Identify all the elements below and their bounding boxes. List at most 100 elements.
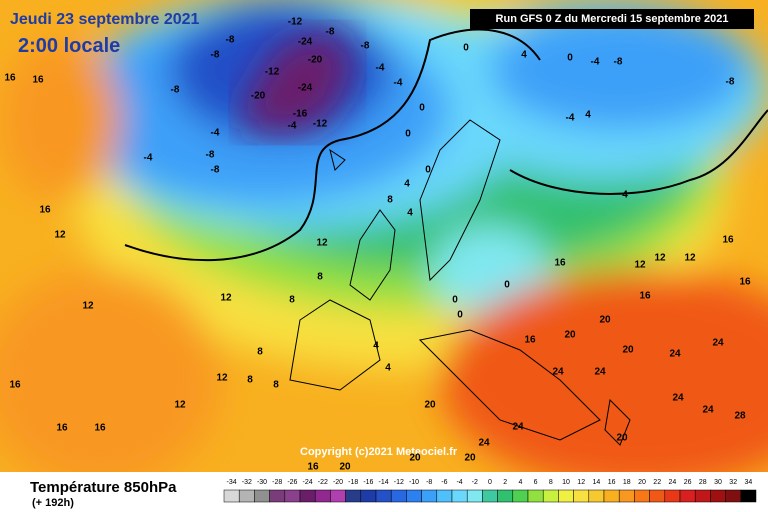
contour-label: 24 <box>672 393 684 404</box>
scale-cell <box>512 489 529 503</box>
scale-label: -30 <box>257 479 267 486</box>
scale-label: -6 <box>441 479 447 486</box>
contour-label: 24 <box>712 338 724 349</box>
contour-label: 12 <box>684 253 696 264</box>
contour-label: -12 <box>288 17 303 28</box>
contour-label: -24 <box>298 37 313 48</box>
contour-label: 24 <box>702 405 714 416</box>
scale-label: 16 <box>608 479 616 486</box>
contour-label: 4 <box>521 50 527 61</box>
scale-cell <box>466 489 483 503</box>
scale-cell <box>299 489 316 503</box>
scale-cell <box>330 489 346 503</box>
contour-label: 0 <box>452 295 458 306</box>
scale-cell <box>542 489 559 503</box>
scale-cell <box>573 489 590 503</box>
scale-label: -34 <box>227 479 237 486</box>
scale-cell <box>618 489 635 503</box>
contour-label: -4 <box>144 153 153 164</box>
scale-label: -14 <box>379 479 389 486</box>
scale-label: -18 <box>348 479 358 486</box>
scale-cell <box>558 489 574 503</box>
time-label: 2:00 locale <box>18 35 120 57</box>
contour-label: -16 <box>293 109 308 120</box>
scale-label: -2 <box>472 479 478 486</box>
contour-label: -4 <box>376 63 385 74</box>
scale-label: 2 <box>503 479 507 486</box>
scale-cell <box>634 489 650 503</box>
contour-label: 0 <box>504 280 510 291</box>
contour-label: 0 <box>463 43 469 54</box>
contour-label: 16 <box>554 258 566 269</box>
contour-label: -20 <box>308 55 323 66</box>
scale-label: 6 <box>534 479 538 486</box>
scale-label: 0 <box>488 479 492 486</box>
contour-label: 0 <box>567 53 573 64</box>
scale-cell <box>694 489 711 503</box>
scale-cell <box>588 489 605 503</box>
scale-cell <box>254 489 270 503</box>
contour-label: -8 <box>614 57 623 68</box>
scale-label: 4 <box>518 479 522 486</box>
scale-label: -10 <box>409 479 419 486</box>
scale-cell <box>497 489 514 503</box>
contour-label: 8 <box>289 295 295 306</box>
contour-label: 12 <box>82 301 94 312</box>
scale-label: -20 <box>333 479 343 486</box>
scale-label: 26 <box>684 479 692 486</box>
contour-label: 4 <box>385 363 391 374</box>
scale-label: 22 <box>653 479 661 486</box>
scale-label: 14 <box>593 479 601 486</box>
contour-label: 8 <box>273 380 279 391</box>
contour-label: 0 <box>425 165 431 176</box>
contour-label: 16 <box>722 235 734 246</box>
scale-label: 12 <box>577 479 585 486</box>
contour-label: -24 <box>298 83 313 94</box>
contour-label: 16 <box>39 205 51 216</box>
contour-label: 24 <box>594 367 606 378</box>
scale-label: 30 <box>714 479 722 486</box>
contour-label: 12 <box>174 400 186 411</box>
contour-label: 16 <box>639 291 651 302</box>
contour-label: 8 <box>257 347 263 358</box>
contour-label: 16 <box>94 423 106 434</box>
map-field <box>0 0 768 472</box>
contour-label: -8 <box>211 50 220 61</box>
scale-label: -12 <box>394 479 404 486</box>
scale-label: -24 <box>303 479 313 486</box>
contour-label: -8 <box>171 85 180 96</box>
scale-label: -26 <box>287 479 297 486</box>
scale-cell <box>406 489 422 503</box>
contour-label: -4 <box>288 121 297 132</box>
scale-label: -32 <box>242 479 252 486</box>
contour-label: 0 <box>457 310 463 321</box>
contour-label: -4 <box>566 113 575 124</box>
contour-label: 16 <box>56 423 68 434</box>
contour-label: 16 <box>307 462 319 473</box>
contour-label: 24 <box>512 422 524 433</box>
contour-label: -4 <box>591 57 600 68</box>
contour-label: 24 <box>552 367 564 378</box>
scale-cell <box>451 489 468 503</box>
contour-label: 20 <box>599 315 611 326</box>
scale-label: -22 <box>318 479 328 486</box>
contour-label: 20 <box>424 400 436 411</box>
contour-label: 20 <box>564 330 576 341</box>
scale-cell <box>223 489 240 503</box>
scale-label: 20 <box>638 479 646 486</box>
contour-label: 4 <box>407 208 413 219</box>
contour-label: 12 <box>220 293 232 304</box>
contour-label: -8 <box>326 27 335 38</box>
contour-label: 4 <box>404 179 410 190</box>
scale-cell <box>740 489 757 503</box>
contour-label: 16 <box>524 335 536 346</box>
contour-label: 8 <box>317 272 323 283</box>
scale-cell <box>603 489 620 503</box>
run-box <box>470 9 754 29</box>
contour-label: -12 <box>265 67 280 78</box>
contour-label: 12 <box>634 260 646 271</box>
scale-cell <box>269 489 286 503</box>
contour-label: 28 <box>734 411 746 422</box>
scale-cell <box>345 489 362 503</box>
